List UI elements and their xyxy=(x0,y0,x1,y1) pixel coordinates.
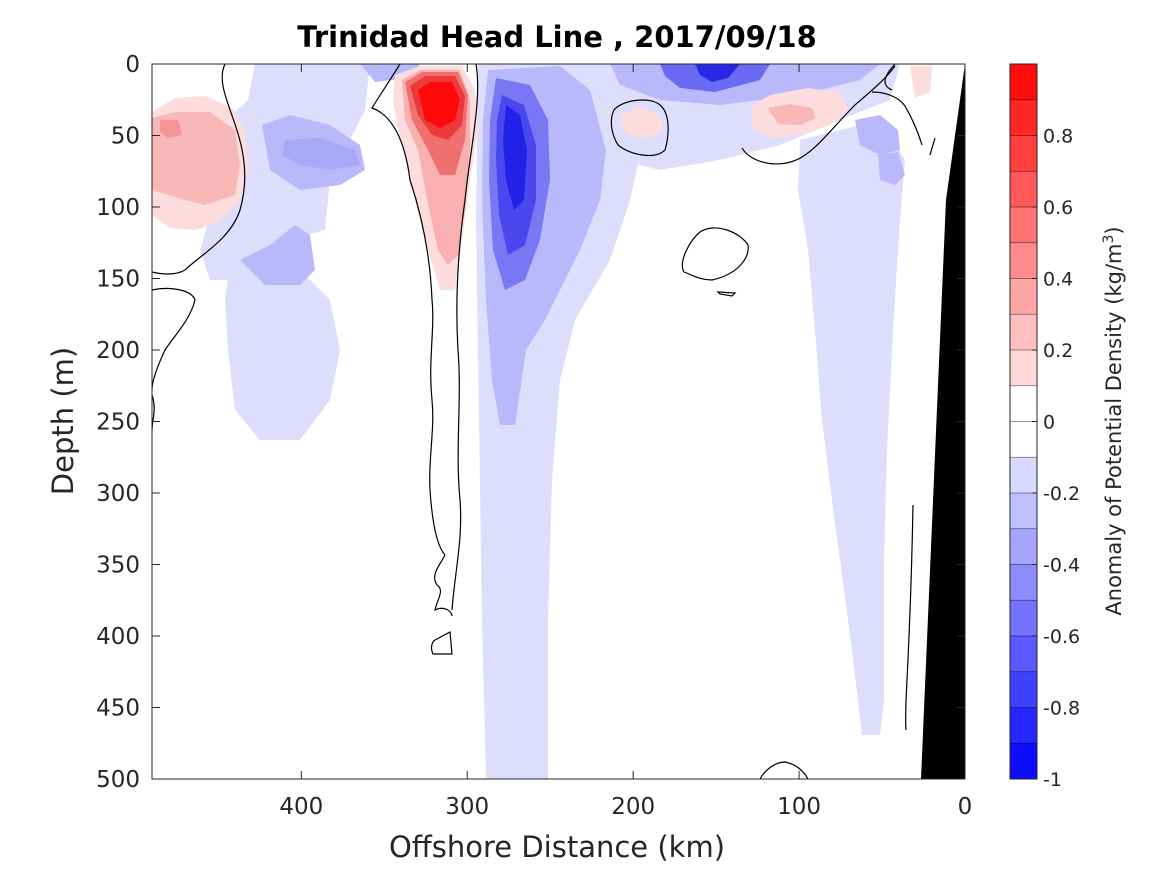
colorbar-tick-label: -1 xyxy=(1043,769,1062,791)
contour-line-center-island xyxy=(681,227,749,281)
contour-line-east-inner xyxy=(871,91,923,146)
contour-line-bottom-bump xyxy=(759,761,809,779)
colorbar-tick-label: -0.8 xyxy=(1043,698,1080,720)
bathymetry-seafloor xyxy=(921,64,965,779)
colorbar-band xyxy=(1010,707,1037,744)
chart-title: Trinidad Head Line , 2017/09/18 xyxy=(297,20,817,54)
colorbar-band xyxy=(1010,385,1037,422)
y-tick-label: 100 xyxy=(96,195,140,221)
contour-line-center-small xyxy=(716,291,737,297)
colorbar-band xyxy=(1010,135,1037,172)
x-tick-label: 400 xyxy=(279,794,323,820)
colorbar-band xyxy=(1010,171,1037,208)
colorbar-band xyxy=(1010,564,1037,601)
colorbar-label: Anomaly of Potential Density (kg/m3) xyxy=(1101,226,1126,615)
colorbar-tick-label: -0.6 xyxy=(1043,626,1080,648)
colorbar-tick-label: 0.2 xyxy=(1043,340,1073,362)
anomaly-region-mid-red-east xyxy=(768,104,816,125)
contour-line-west-lower xyxy=(152,287,196,391)
colorbar-tick-label: 0.6 xyxy=(1043,197,1073,219)
anomaly-region-mid-blue-west-3 xyxy=(282,138,360,170)
colorbar-tick-label: -0.4 xyxy=(1043,555,1080,577)
y-tick-label: 350 xyxy=(96,553,140,579)
y-tick-label: 300 xyxy=(96,481,140,507)
colorbar-band xyxy=(1010,493,1037,530)
x-axis-label: Offshore Distance (km) xyxy=(389,830,725,864)
contour-line-east-ring xyxy=(741,65,896,165)
x-axis: 400 300 200 100 0 xyxy=(279,64,972,820)
colorbar-band xyxy=(1010,421,1037,458)
colorbar-band xyxy=(1010,600,1037,637)
colorbar-band xyxy=(1010,528,1037,565)
colorbar-band xyxy=(1010,671,1037,708)
colorbar-band xyxy=(1010,207,1037,244)
contour-line-red-core-east xyxy=(451,64,479,611)
colorbar-band xyxy=(1010,743,1037,780)
x-tick-label: 0 xyxy=(958,794,973,820)
colorbar-label-main: Anomaly of Potential Density (kg/m xyxy=(1102,244,1126,616)
contour-line-red-core-west xyxy=(371,64,446,556)
y-tick-label: 250 xyxy=(96,410,140,436)
plot-area xyxy=(152,64,965,779)
colorbar-tick-label: -0.2 xyxy=(1043,483,1080,505)
y-axis-label: Depth (m) xyxy=(46,347,80,495)
y-tick-label: 400 xyxy=(96,624,140,650)
colorbar-band xyxy=(1010,99,1037,136)
anomaly-region-light-blue-west-lower xyxy=(225,260,340,440)
colorbar-band xyxy=(1010,64,1037,101)
anomaly-region-light-red-far-east xyxy=(910,66,932,98)
colorbar-label-suffix: ) xyxy=(1102,226,1126,234)
colorbar-band xyxy=(1010,242,1037,279)
anomaly-region-max-red-core xyxy=(418,82,460,128)
contour-line-deep-wiggle xyxy=(433,554,453,617)
anomaly-region-light-red-center xyxy=(620,108,664,138)
x-tick-label: 200 xyxy=(611,794,655,820)
contour-line-deep-loop xyxy=(430,631,453,655)
y-tick-label: 450 xyxy=(96,696,140,722)
anomaly-region-darkest-blue-core xyxy=(503,105,527,210)
anomaly-region-light-blue-east-column xyxy=(798,120,905,735)
colorbar-band xyxy=(1010,636,1037,673)
zero-contours xyxy=(152,64,936,779)
anomaly-region-mid-blue-east-2 xyxy=(878,152,905,185)
colorbar xyxy=(1010,63,1037,780)
y-tick-label: 0 xyxy=(125,52,140,78)
colorbar-band xyxy=(1010,278,1037,315)
y-tick-label: 150 xyxy=(96,267,140,293)
x-tick-label: 300 xyxy=(445,794,489,820)
y-tick-label: 50 xyxy=(111,124,140,150)
y-axis: 0 50 100 150 200 250 300 350 400 450 500 xyxy=(96,52,965,793)
y-tick-label: 500 xyxy=(96,767,140,793)
contour-line-east-far xyxy=(884,64,896,91)
x-tick-label: 100 xyxy=(777,794,821,820)
colorbar-label-superscript: 3 xyxy=(1101,235,1117,244)
contour-line-west-upper xyxy=(152,64,246,275)
contour-line-center-ring xyxy=(610,99,669,157)
colorbar-band xyxy=(1010,350,1037,387)
anomaly-region-red-west-spot xyxy=(160,120,182,138)
anomaly-region-darkest-blue-surface xyxy=(695,64,740,82)
anomaly-region-mid-blue-east xyxy=(855,115,900,155)
colorbar-tick-label: 0.4 xyxy=(1043,269,1073,291)
anomaly-region-mid-blue-west-2 xyxy=(240,225,315,285)
colorbar-ticks: 0.8 0.6 0.4 0.2 0 -0.2 -0.4 -0.6 -0.8 -1 xyxy=(1032,126,1080,791)
colorbar-band xyxy=(1010,457,1037,494)
contour-line-east-edge xyxy=(929,137,936,156)
colorbar-tick-label: 0 xyxy=(1043,412,1055,434)
contour-line-east-deep xyxy=(904,504,914,731)
colorbar-tick-label: 0.8 xyxy=(1043,126,1073,148)
y-tick-label: 200 xyxy=(96,338,140,364)
colorbar-band xyxy=(1010,314,1037,351)
